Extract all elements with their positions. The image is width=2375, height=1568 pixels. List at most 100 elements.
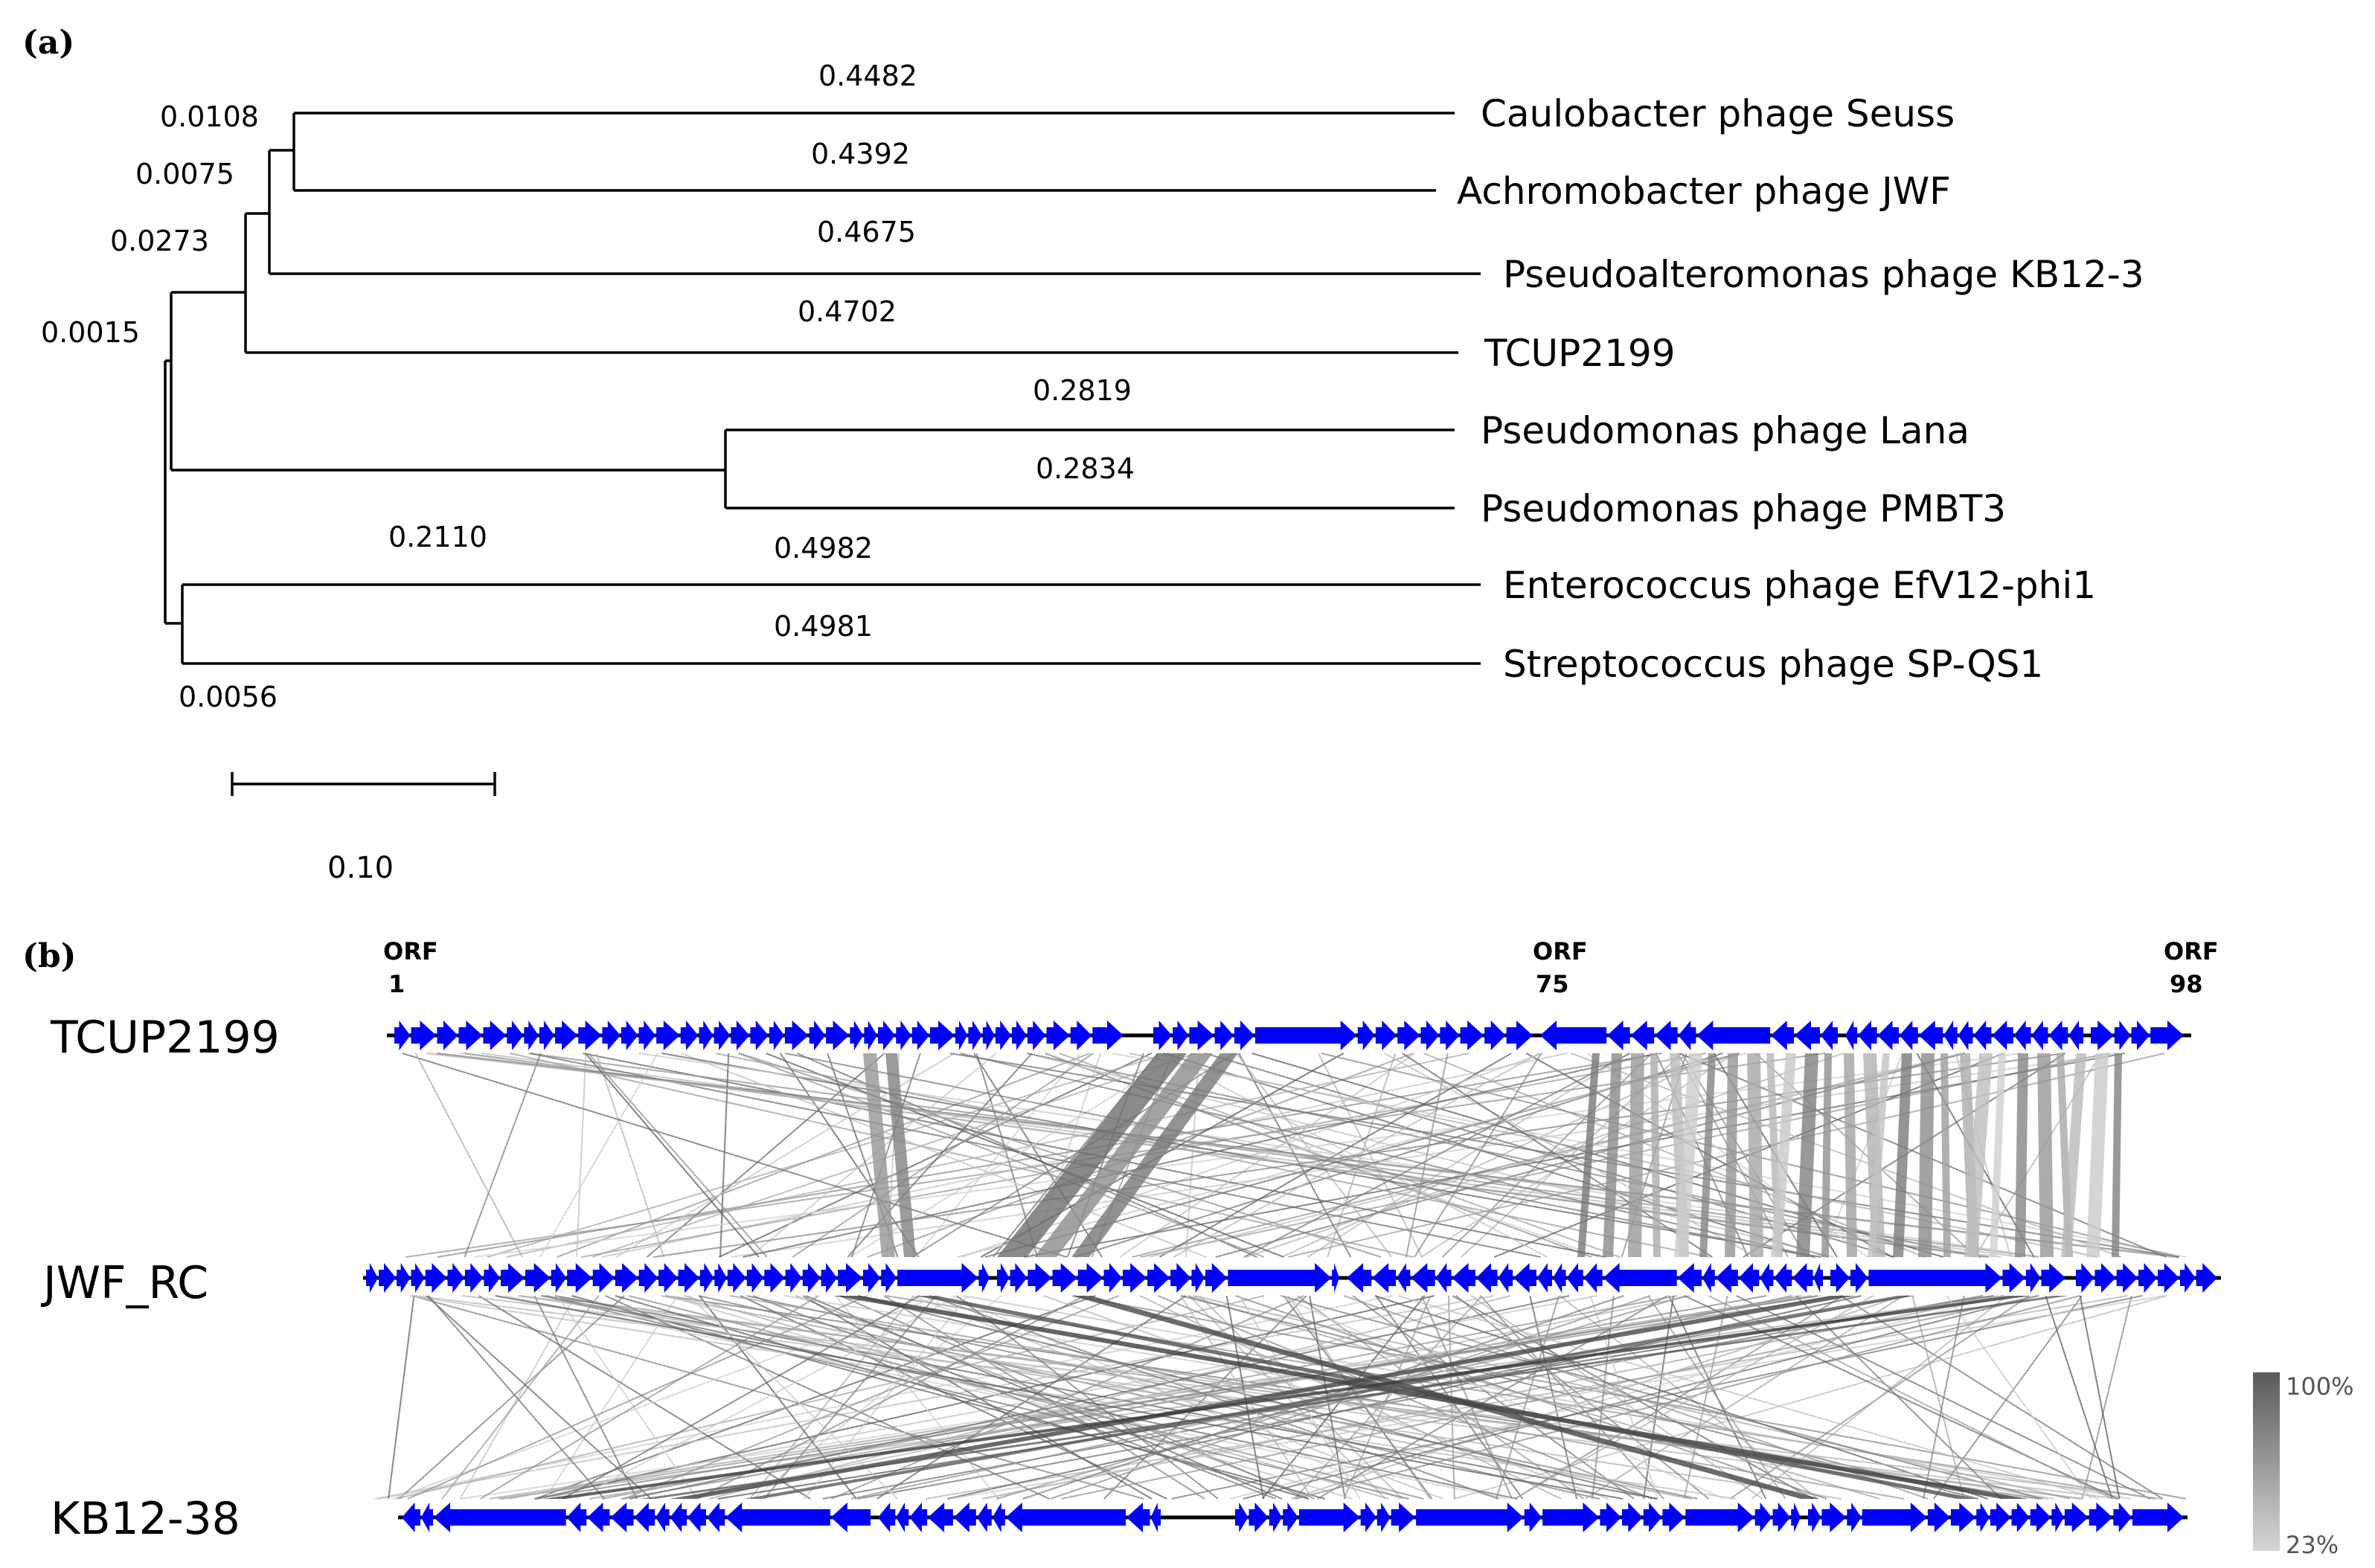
gene-arrow (483, 1021, 507, 1050)
gene-arrow (2116, 1263, 2138, 1293)
gene-arrow (1347, 1263, 1372, 1293)
synteny-link (1414, 1053, 1542, 1258)
gene-arrow (1397, 1021, 1420, 1050)
gene-arrow (394, 1021, 411, 1050)
gene-arrow (953, 1503, 976, 1532)
gene-arrow (1126, 1503, 1150, 1532)
synteny-link (1647, 1295, 1786, 1500)
synteny-block (2112, 1053, 2122, 1257)
gene-arrow (809, 1021, 826, 1050)
gene-arrow (2094, 1263, 2116, 1293)
gene-arrow (433, 1503, 566, 1532)
gene-arrow (714, 1263, 727, 1293)
identity-legend: 100% 23% (2253, 1372, 2353, 1559)
synteny-link (409, 1295, 1736, 1500)
synteny-block (1771, 1053, 1796, 1257)
gene-arrow (1484, 1021, 1506, 1050)
synteny-link (2045, 1295, 2113, 1500)
gene-arrow (1214, 1021, 1234, 1050)
gene-arrow (1630, 1021, 1655, 1050)
gene-arrow (1524, 1503, 1542, 1532)
gene-arrow (1234, 1021, 1254, 1050)
gene-arrow (1052, 1263, 1077, 1293)
synteny-link (1279, 1295, 1724, 1500)
gene-arrow (1228, 1263, 1332, 1293)
gene-arrow (699, 1021, 714, 1050)
synteny-link (719, 1053, 730, 1258)
gene-arrow (1357, 1021, 1375, 1050)
synteny-link (459, 1295, 576, 1500)
gene-arrow (706, 1503, 725, 1532)
gene-arrow (1411, 1263, 1435, 1293)
gene-arrow (1191, 1263, 1205, 1293)
gene-arrow (680, 1021, 699, 1050)
branch-length-label: 0.0015 (41, 316, 140, 349)
gene-arrow (2048, 1021, 2068, 1050)
gene-arrow (1847, 1503, 1862, 1532)
branch-length-label: 0.2819 (1033, 374, 1132, 407)
synteny-link (956, 1295, 1219, 1500)
synteny-link (576, 1053, 587, 1258)
synteny-link (996, 1295, 1687, 1500)
synteny-link (1238, 1295, 1361, 1500)
gene-arrow (1990, 1503, 2011, 1532)
synteny-link (1397, 1295, 2100, 1500)
orf-marker-label: ORF (383, 937, 438, 965)
gene-arrow (1205, 1263, 1228, 1293)
scale-bar-label: 0.10 (327, 851, 394, 885)
gene-arrow (1397, 1263, 1411, 1293)
genome-name: KB12-38 (51, 1493, 240, 1545)
gene-arrow (1122, 1263, 1147, 1293)
synteny-block (1034, 1053, 1213, 1257)
gene-arrow (1927, 1503, 1950, 1532)
gene-arrow (850, 1021, 864, 1050)
gene-arrow (1950, 1503, 1976, 1532)
gene-arrow (1943, 1021, 1958, 1050)
gene-arrow (1621, 1503, 1643, 1532)
synteny-link (562, 1295, 920, 1500)
gene-arrow (1552, 1263, 1566, 1293)
gene-arrow (539, 1021, 555, 1050)
synteny-block (2061, 1053, 2086, 1257)
synteny-link (557, 1295, 698, 1500)
gene-arrow (764, 1263, 785, 1293)
synteny-link (510, 1053, 1414, 1258)
genome-track-jwf-rc (363, 1263, 2221, 1293)
gene-arrow (1170, 1263, 1191, 1293)
synteny-link (822, 1295, 1909, 1500)
synteny-links-tcup-jwf (402, 1053, 2187, 1258)
synteny-link (696, 1295, 1085, 1500)
gene-arrow (821, 1263, 838, 1293)
gene-arrow (1416, 1503, 1524, 1532)
gene-arrow (1010, 1263, 1028, 1293)
gene-arrow (1103, 1263, 1122, 1293)
branch-length-label: 0.4392 (811, 138, 910, 170)
synteny-link (1243, 1295, 2038, 1500)
gene-arrow (1702, 1263, 1715, 1293)
gene-arrow (1506, 1021, 1533, 1050)
gene-arrow (1794, 1021, 1820, 1050)
panel-b: (b) TCUP2199 JWF_RC KB12-38 ORF 1 ORF 75… (22, 937, 2353, 1559)
gene-arrow (1542, 1503, 1600, 1532)
orf-marker-number: 75 (1536, 970, 1569, 998)
gene-arrow (1643, 1503, 1662, 1532)
synteny-link (426, 1295, 653, 1500)
gene-arrow (2013, 1021, 2031, 1050)
synteny-block (670, 1296, 1856, 1499)
synteny-link (1026, 1053, 1834, 1258)
gene-arrow (615, 1263, 638, 1293)
gene-arrow (670, 1503, 687, 1532)
synteny-link (1157, 1295, 1653, 1500)
gene-arrow (1376, 1503, 1391, 1532)
synteny-block (833, 1296, 2028, 1499)
synteny-link (529, 1053, 1542, 1258)
branch-length-label: 0.0108 (160, 100, 259, 133)
gene-arrow (2064, 1503, 2089, 1532)
panel-a: (a) Caulobac (22, 24, 2144, 885)
gene-arrow (402, 1503, 420, 1532)
synteny-block (1863, 1053, 1885, 1257)
gene-arrow (447, 1263, 464, 1293)
synteny-link (688, 1295, 899, 1500)
gene-arrow (1677, 1263, 1702, 1293)
gene-arrow (1868, 1263, 2002, 1293)
